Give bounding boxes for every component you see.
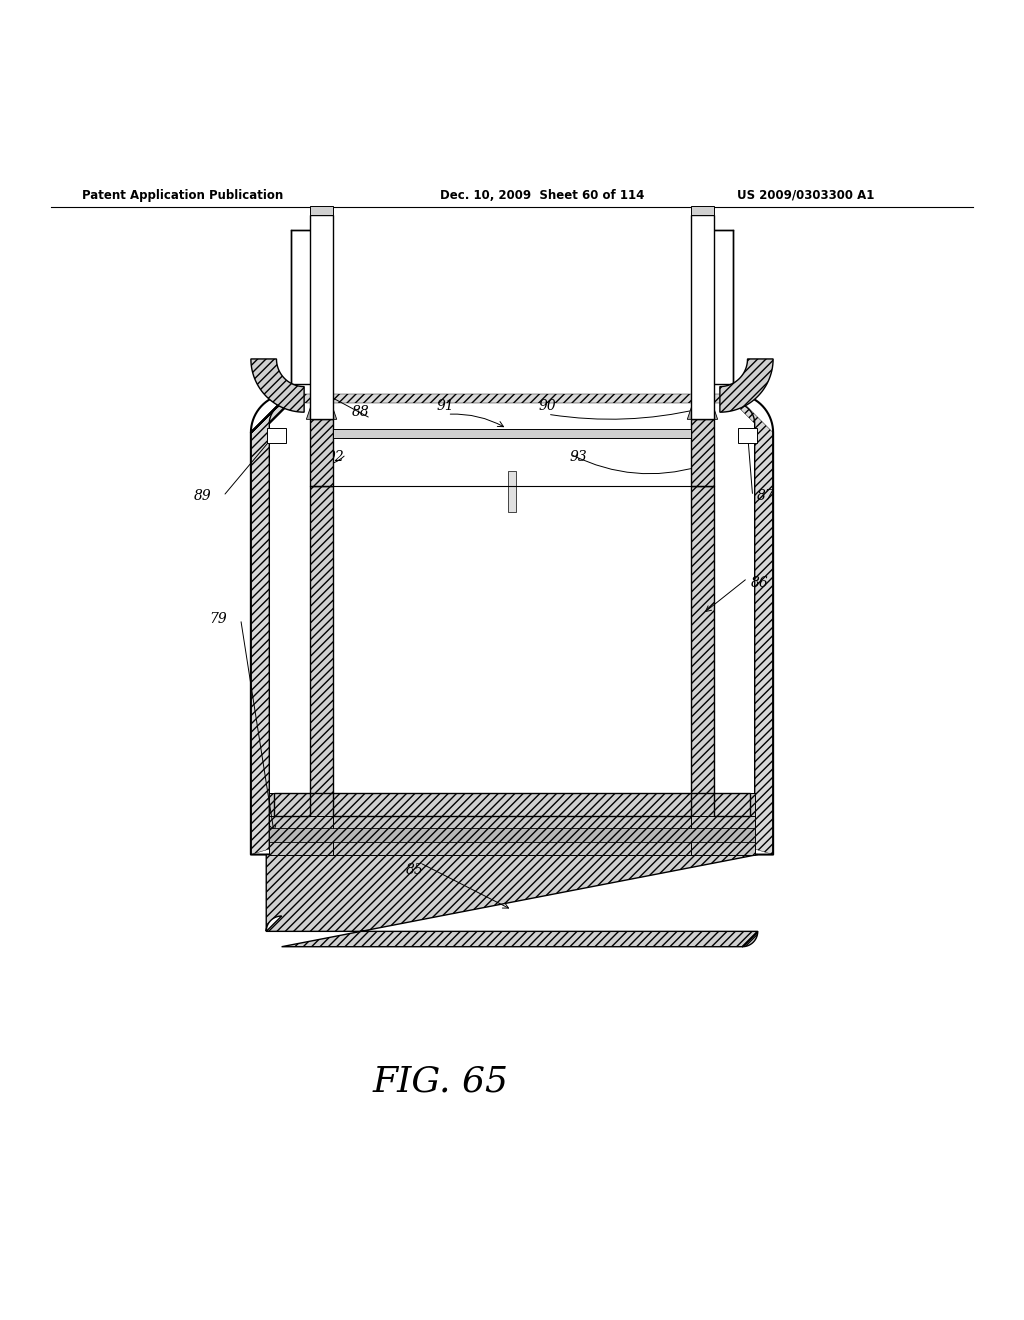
Polygon shape [694,397,710,420]
Text: US 2009/0303300 A1: US 2009/0303300 A1 [737,189,874,202]
Bar [691,215,714,420]
Bar [310,215,333,420]
Bar [310,206,333,215]
Text: Dec. 10, 2009  Sheet 60 of 114: Dec. 10, 2009 Sheet 60 of 114 [440,189,645,202]
Bar [267,428,286,444]
Polygon shape [251,359,304,412]
Polygon shape [691,486,750,816]
Text: FIG. 65: FIG. 65 [373,1065,508,1098]
Bar [269,828,755,842]
Text: Patent Application Publication: Patent Application Publication [82,189,284,202]
Polygon shape [691,420,714,486]
Bar [333,429,691,438]
Polygon shape [734,393,773,854]
Text: 92: 92 [327,450,345,465]
Text: 93: 93 [569,450,588,465]
Polygon shape [333,816,691,854]
Bar [738,428,757,444]
Text: 86: 86 [751,577,769,590]
Polygon shape [274,486,333,816]
Text: 88: 88 [351,405,370,420]
Polygon shape [291,230,324,384]
Polygon shape [702,397,718,420]
Text: 91: 91 [436,399,455,413]
Polygon shape [251,393,290,854]
Text: 90: 90 [539,399,557,413]
Polygon shape [700,230,733,384]
Text: 89: 89 [194,490,212,503]
Polygon shape [266,854,758,946]
Polygon shape [691,793,755,854]
Text: 79: 79 [209,612,227,626]
Polygon shape [720,359,773,412]
Polygon shape [313,397,330,420]
Polygon shape [333,793,691,816]
Text: 87: 87 [757,490,775,503]
Polygon shape [333,486,691,793]
Bar [508,470,516,512]
Bar [691,206,714,215]
Polygon shape [269,793,333,854]
Polygon shape [322,397,337,420]
Polygon shape [306,397,322,420]
Polygon shape [687,397,702,420]
Polygon shape [310,420,333,486]
Polygon shape [290,393,734,403]
Text: 85: 85 [406,863,424,876]
